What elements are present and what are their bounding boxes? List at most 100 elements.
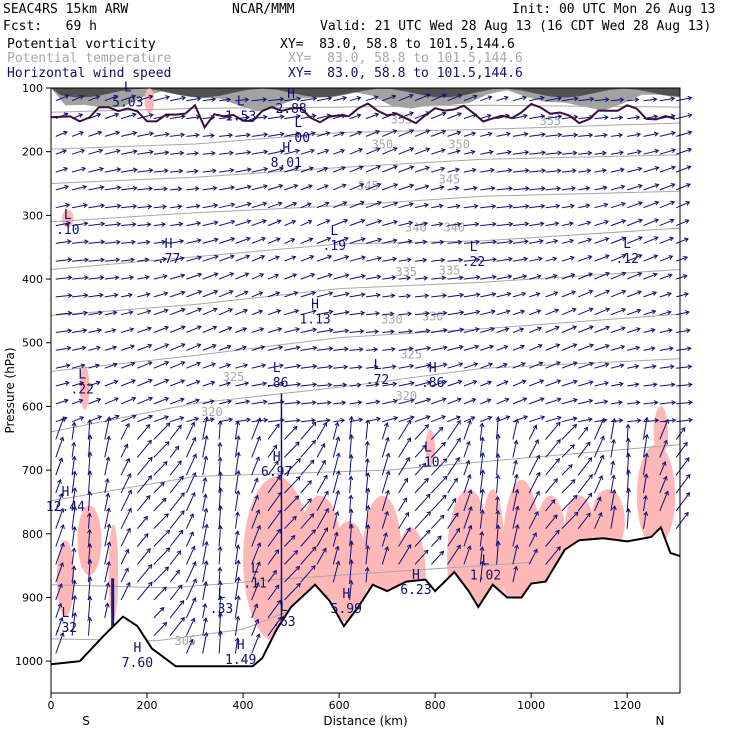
wind-vector	[431, 346, 448, 351]
wind-vector-head	[539, 397, 545, 402]
wind-vector-head	[246, 219, 252, 225]
wind-vector-head	[294, 309, 300, 314]
wind-vector-head	[408, 220, 414, 226]
wind-vector-head	[637, 166, 643, 172]
pv-extremum-value: .00	[287, 131, 310, 146]
wind-vector-head	[533, 548, 538, 554]
wind-vector-head	[213, 237, 219, 243]
wind-vector-head	[196, 221, 202, 226]
wind-vector-head	[217, 566, 223, 572]
wind-vector-head	[114, 112, 120, 118]
wind-vector	[561, 424, 577, 440]
wind-vector	[627, 167, 642, 173]
wind-vector	[610, 506, 616, 529]
wind-vector	[284, 458, 301, 476]
wind-vector-head	[570, 444, 575, 449]
wind-vector-head	[653, 400, 659, 406]
wind-vector	[219, 418, 233, 423]
wind-vector-head	[162, 621, 168, 627]
wind-vector-head	[670, 382, 676, 388]
wind-vector-head	[191, 436, 197, 442]
wind-vector	[71, 131, 84, 137]
wind-vector	[365, 488, 369, 511]
wind-vector-head	[486, 113, 492, 119]
wind-vector	[676, 275, 687, 280]
wind-vector-head	[604, 115, 609, 120]
wind-vector-head	[588, 474, 593, 479]
wind-vector	[316, 527, 328, 547]
wind-vector	[332, 546, 339, 565]
wind-vector	[578, 255, 592, 262]
wind-vector	[430, 442, 446, 458]
wind-vector	[398, 147, 414, 155]
wind-vector-head	[406, 437, 412, 443]
wind-vector	[382, 348, 395, 351]
wind-vector	[463, 474, 471, 494]
wind-vector	[120, 397, 136, 405]
wind-vector-head	[226, 344, 232, 350]
wind-vector-head	[125, 457, 131, 463]
wind-vector-head	[343, 364, 349, 370]
wind-vector	[414, 530, 431, 547]
wind-vector	[643, 184, 659, 191]
wind-vector-head	[67, 293, 73, 299]
wind-vector-head	[393, 183, 399, 188]
wind-vector-head	[328, 309, 334, 315]
wind-vector-head	[572, 325, 578, 330]
wind-vector-head	[296, 363, 302, 369]
wind-vector	[71, 548, 75, 565]
wind-vector-head	[686, 165, 692, 171]
wind-vector-head	[242, 345, 248, 351]
y-tick-label: 600	[22, 400, 43, 413]
wind-vector	[234, 638, 239, 654]
isentrope-350	[50, 122, 681, 150]
wind-vector-head	[455, 527, 461, 533]
wind-vector-head	[126, 581, 131, 587]
wind-vector-head	[131, 112, 137, 118]
wind-vector-head	[688, 417, 693, 423]
wind-vector	[643, 310, 656, 316]
wind-vector	[251, 561, 261, 583]
wind-vector	[447, 363, 463, 369]
wind-vector	[137, 293, 150, 298]
pv-extremum-kind: H	[342, 587, 350, 602]
wind-vector-head	[311, 418, 316, 423]
wind-vector	[300, 498, 312, 512]
pv-extremum-kind: H	[429, 361, 437, 376]
wind-vector-head	[495, 524, 501, 530]
wind-vector-head	[490, 309, 496, 315]
wind-vector-head	[556, 379, 562, 384]
wind-vector-head	[192, 561, 197, 566]
wind-vector	[496, 240, 513, 244]
wind-vector-head	[58, 616, 64, 622]
wind-vector	[529, 344, 543, 351]
pv-extremum-kind: L	[237, 95, 245, 110]
wind-vector	[365, 348, 378, 351]
wind-vector	[251, 417, 261, 440]
wind-vector-head	[377, 219, 383, 224]
wind-vector	[398, 129, 414, 137]
pv-anomaly	[329, 521, 368, 623]
y-tick-label: 400	[22, 273, 43, 286]
wind-vector-head	[196, 343, 202, 348]
wind-vector-head	[466, 473, 472, 479]
wind-vector	[153, 258, 167, 262]
wind-vector	[333, 201, 347, 209]
wind-vector	[55, 417, 64, 440]
wind-vector	[284, 476, 301, 494]
wind-vector-head	[194, 150, 199, 156]
wind-vector	[235, 237, 251, 244]
wind-vector-head	[357, 130, 363, 136]
wind-vector-head	[130, 361, 136, 367]
wind-vector-head	[279, 381, 285, 387]
wind-vector-head	[598, 475, 604, 480]
wind-vector-head	[327, 254, 333, 260]
wind-vector	[202, 363, 216, 369]
wind-vector	[463, 113, 477, 120]
wind-vector	[120, 444, 128, 458]
wind-vector-head	[124, 548, 130, 554]
wind-vector	[480, 151, 494, 155]
wind-vector	[333, 311, 349, 316]
x-axis-label: Distance (km)	[323, 714, 407, 728]
wind-vector	[88, 346, 101, 351]
